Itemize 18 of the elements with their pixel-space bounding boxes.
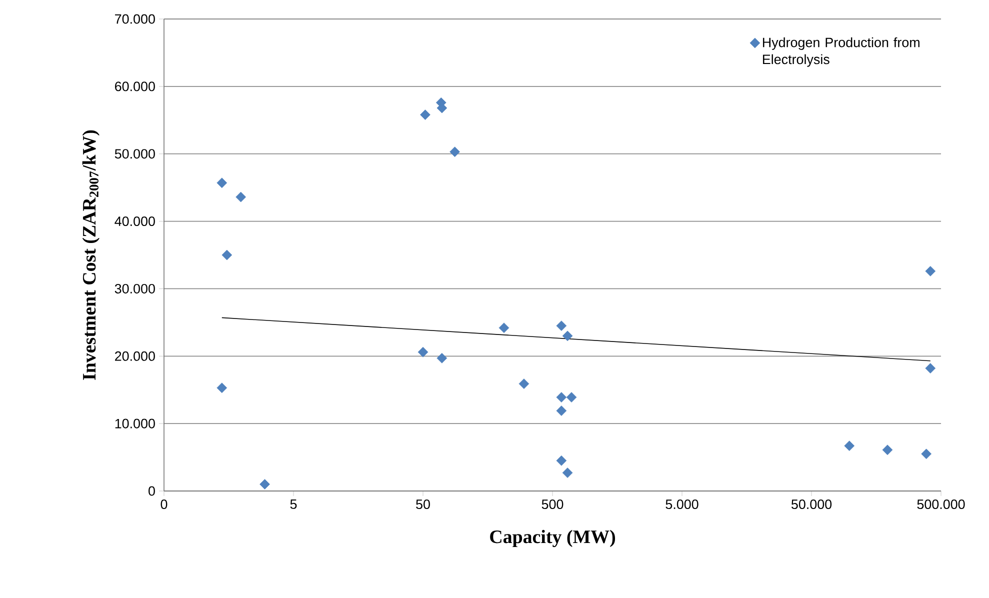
x-tick-label: 500.000 [917,500,965,510]
x-tick-label: 500 [542,500,564,510]
y-tick-label: 40.000 [114,216,155,226]
x-tick-label: 5.000 [666,500,698,510]
y-tick-label: 20.000 [115,351,155,361]
y-tick-label: 30.000 [114,284,155,294]
x-tick-label: 0 [160,500,168,510]
y-tick-label: 70.000 [115,14,155,24]
x-tick-label: 5 [290,500,297,509]
y-tick-label: 0 [148,486,155,496]
x-tick-label: 50.000 [791,500,832,510]
legend-label: Hydrogen Production from Electrolysis [762,37,920,67]
x-axis-title: Capacity (MW) [490,530,616,548]
y-tick-label: 10.000 [115,418,155,428]
y-axis-title: Investment Cost (ZAR$_{2007}$/kW) [82,130,100,380]
y-tick-label: 60.000 [115,82,155,92]
x-tick-label: 50 [416,500,430,510]
y-tick-label: 50.000 [114,149,155,159]
